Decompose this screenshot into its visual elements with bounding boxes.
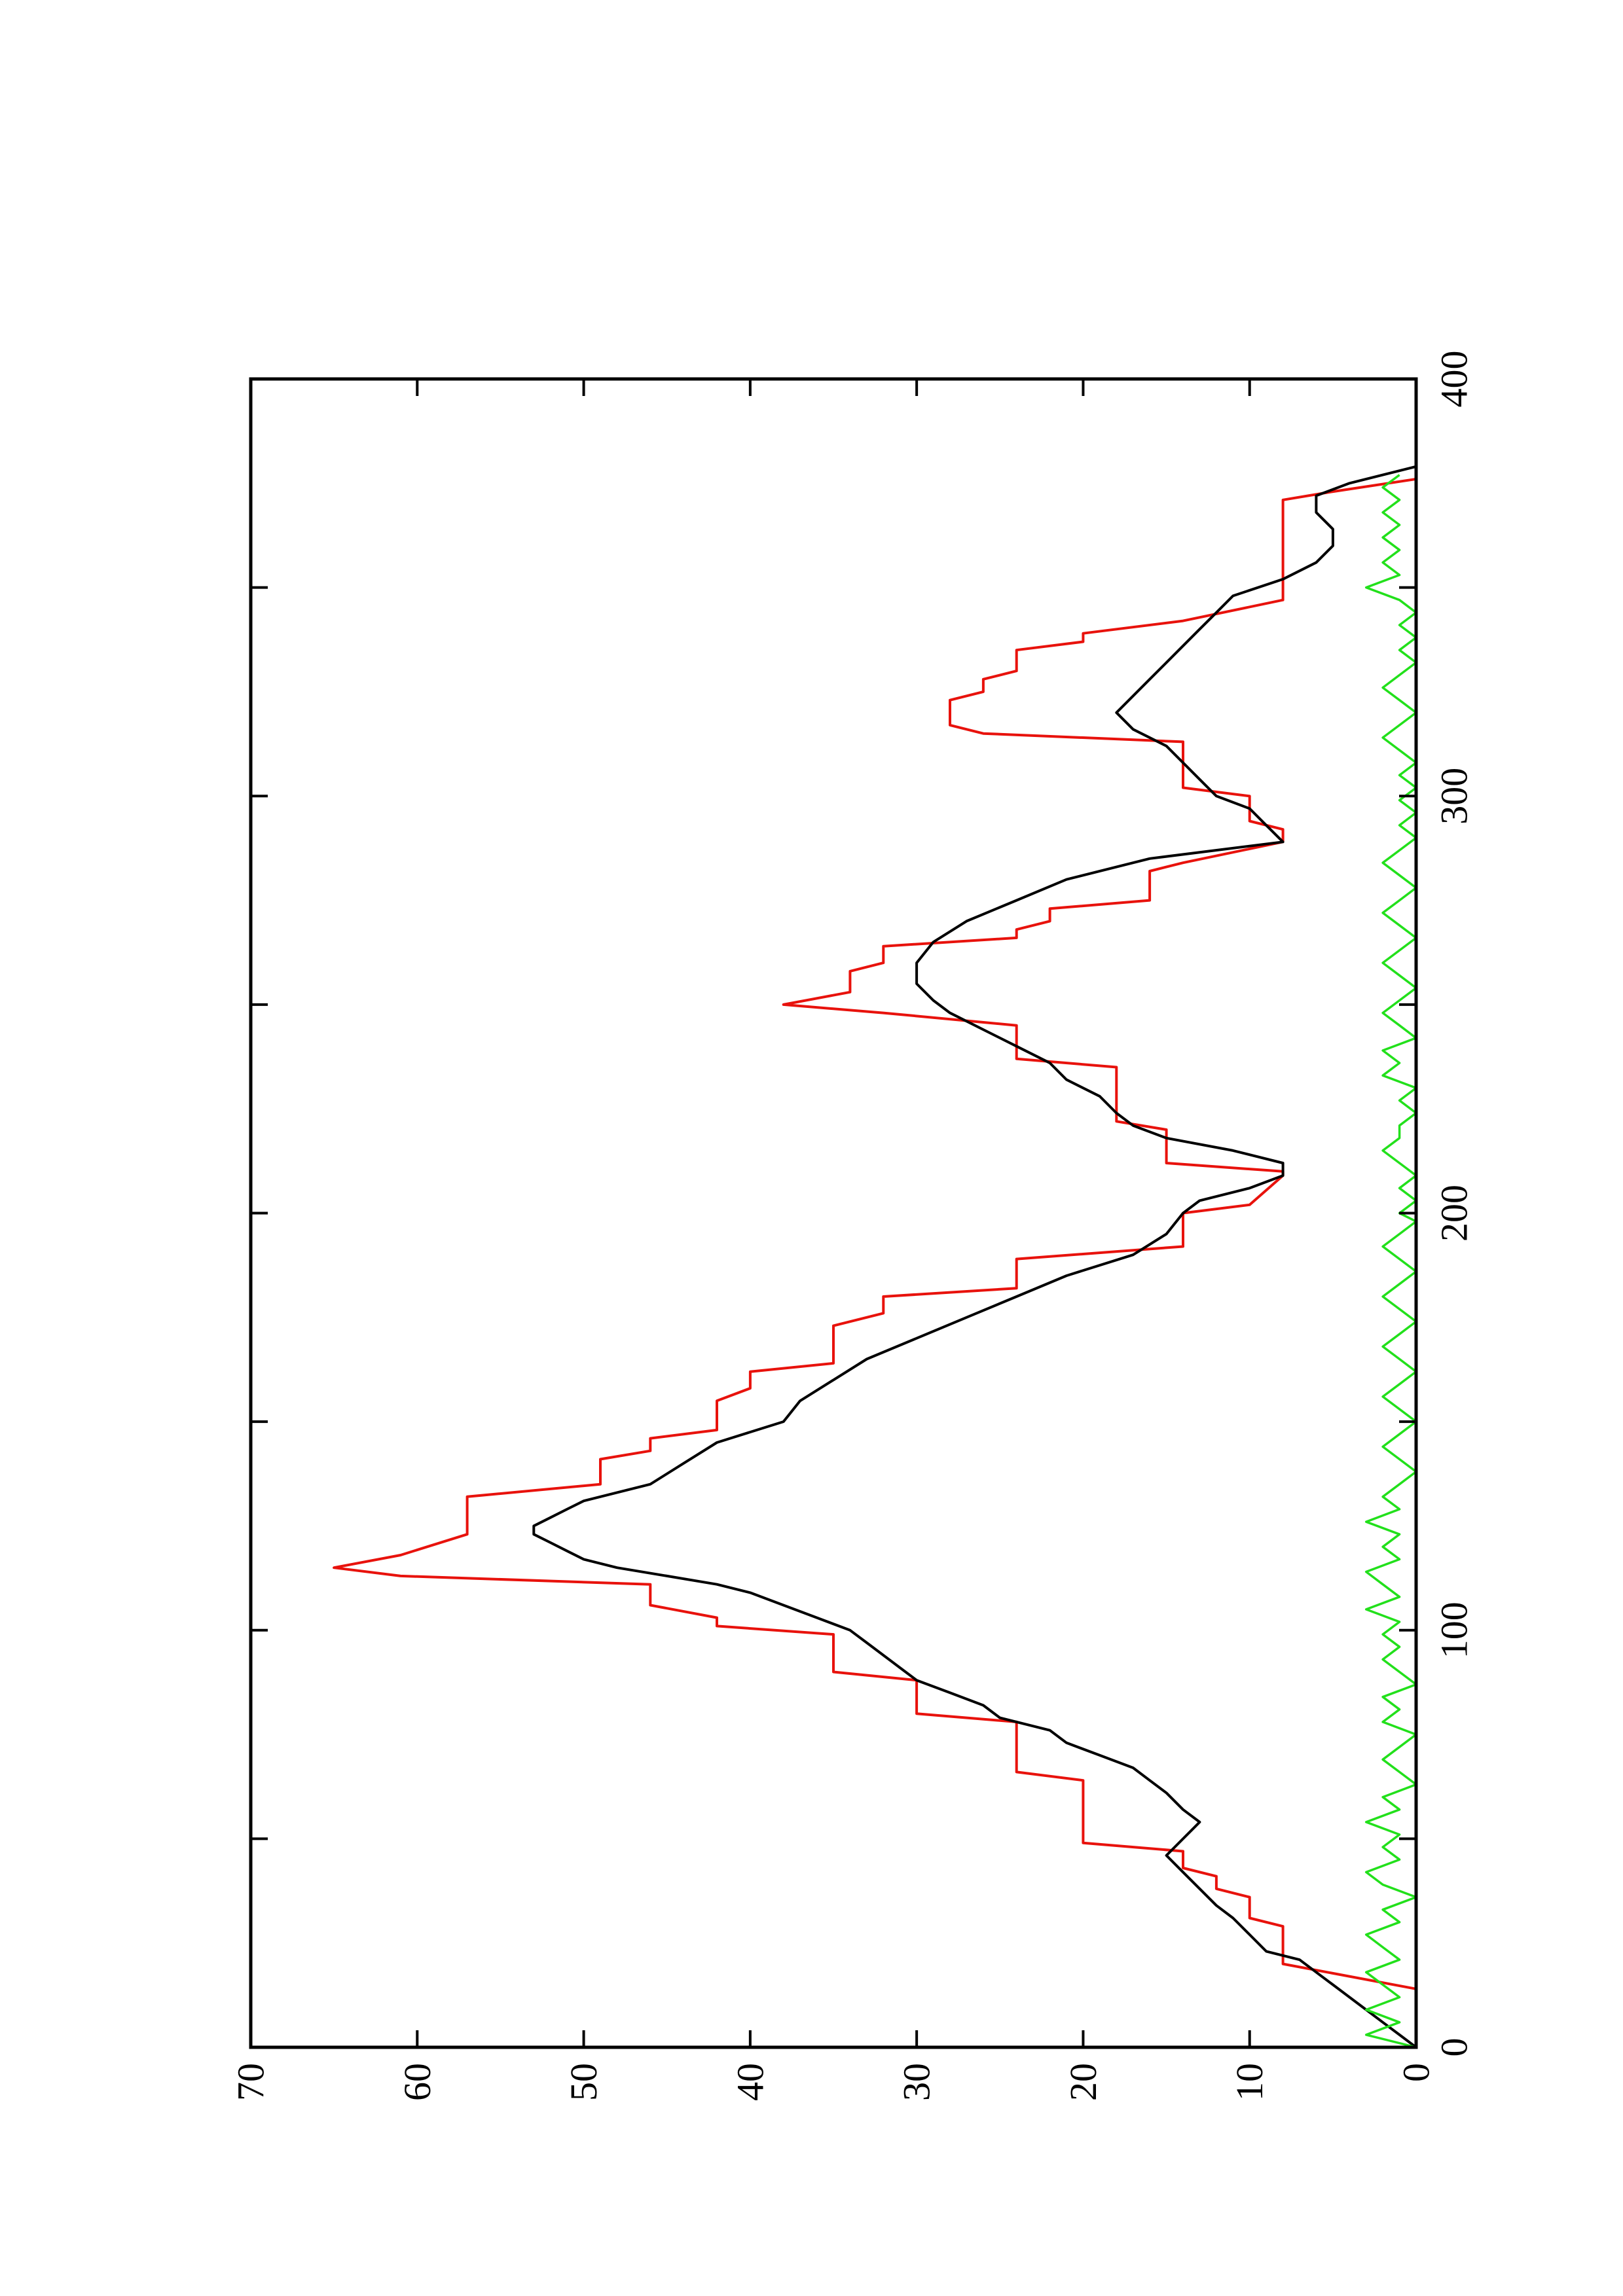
fit-series-line bbox=[333, 477, 1417, 2047]
y-tick-label: 0 bbox=[1395, 2063, 1438, 2082]
y-tick-label: 60 bbox=[396, 2063, 439, 2101]
y-tick-label: 40 bbox=[729, 2063, 771, 2101]
data-series-line bbox=[532, 465, 1417, 2049]
y-tick-label: 30 bbox=[896, 2063, 938, 2101]
x-tick-label: 0 bbox=[1433, 2038, 1476, 2057]
plot-frame bbox=[249, 377, 1418, 2049]
y-tick-label: 10 bbox=[1228, 2063, 1271, 2101]
x-tick-label: 200 bbox=[1433, 1185, 1476, 1242]
label-layer: 0 100 200 300 400 0 10 20 30 40 50 60 70 bbox=[230, 351, 1476, 2102]
x-tick-label: 400 bbox=[1433, 351, 1476, 408]
y-tick-label: 20 bbox=[1062, 2063, 1104, 2101]
series-layer bbox=[333, 465, 1417, 2049]
residual-series-line bbox=[1364, 474, 1417, 2049]
y-tick-label: 50 bbox=[562, 2063, 605, 2101]
x-tick-label: 100 bbox=[1433, 1602, 1476, 1659]
y-tick-label: 70 bbox=[230, 2063, 272, 2101]
x-tick-label: 300 bbox=[1433, 768, 1476, 825]
tick-layer bbox=[249, 378, 1417, 2049]
